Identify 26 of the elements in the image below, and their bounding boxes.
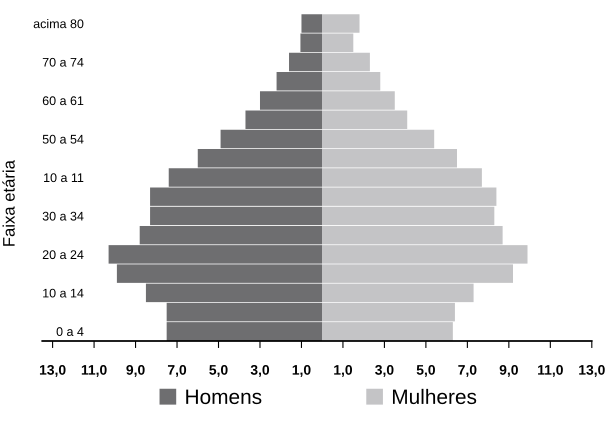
x-tick-label: 5,0: [209, 364, 228, 377]
y-tick-label: 70 a 74: [42, 58, 84, 67]
x-tick-label: 11,0: [538, 364, 563, 377]
x-tick-label: 11,0: [82, 364, 107, 377]
legend-label: Mulheres: [392, 388, 476, 404]
x-tick-label: 1,0: [292, 364, 311, 377]
y-tick-label: 10 a 14: [43, 288, 84, 298]
x-tick-label: 3,0: [250, 364, 270, 377]
y-tick-label: 60 a 61: [42, 96, 84, 106]
x-tick-label: 9,0: [500, 364, 518, 377]
y-tick-label: 30 a 34: [42, 212, 84, 221]
x-tick-label: 7,0: [458, 364, 476, 377]
x-tick-label: 9,0: [126, 364, 145, 377]
x-tick-label: 5,0: [416, 364, 435, 377]
y-tick-label: 20 a 24: [42, 250, 84, 260]
y-axis-title: Faixa etária: [2, 160, 15, 246]
y-tick-label: 0 a 4: [56, 327, 84, 336]
x-tick-label: 7,0: [168, 364, 186, 377]
y-tick-label: 50 a 54: [42, 134, 84, 144]
y-tick-label: 10 a 11: [44, 173, 84, 182]
legend-label: Homens: [186, 390, 262, 404]
x-tick-label: 1,0: [334, 364, 352, 377]
x-tick-label: 3,0: [375, 364, 394, 377]
x-tick-label: 13,0: [40, 364, 66, 377]
x-tick-label: 13,0: [579, 364, 605, 377]
y-tick-label: acima 80: [34, 19, 84, 28]
